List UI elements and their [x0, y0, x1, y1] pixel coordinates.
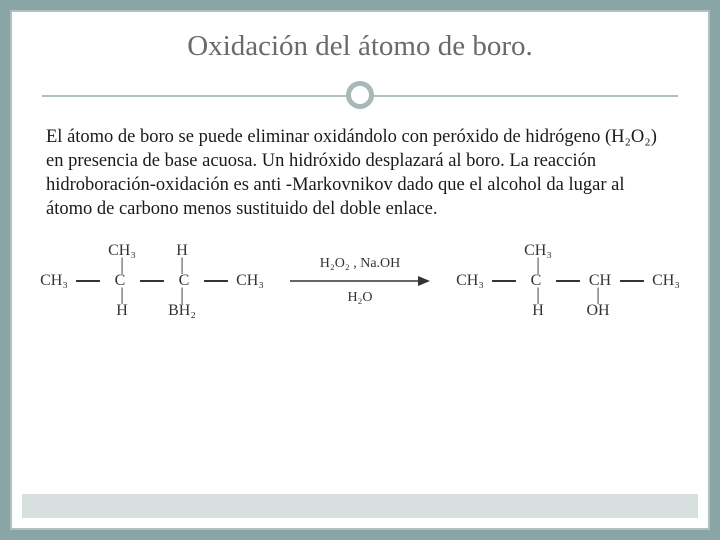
reactant-molecule: CH₃ H | | CH₃ C C CH₃ | [34, 243, 270, 319]
atom-label: CH₃ [34, 273, 74, 289]
bond [204, 280, 228, 282]
atom-label: CH₃ [450, 273, 490, 289]
bond [556, 280, 580, 282]
divider-circle-icon [346, 81, 374, 109]
reaction-scheme: CH₃ H | | CH₃ C C CH₃ | [42, 243, 678, 319]
reagent-top: H₂O₂ , Na.OH [320, 256, 401, 272]
atom-label: OH [580, 303, 616, 319]
atom-label: H [104, 303, 140, 319]
atom-label: C [166, 273, 202, 289]
atom-label: H [520, 303, 556, 319]
atom-label: CH₃ [646, 273, 686, 289]
bond [620, 280, 644, 282]
slide: Oxidación del átomo de boro. El átomo de… [10, 10, 710, 530]
reagent-bottom: H₂O [347, 290, 372, 306]
atom-label: CH₃ [230, 273, 270, 289]
reaction-arrow-block: H₂O₂ , Na.OH H₂O [290, 256, 430, 306]
bond [492, 280, 516, 282]
atom-label: CH [582, 273, 618, 289]
slide-title: Oxidación del átomo de boro. [42, 30, 678, 63]
divider [42, 81, 678, 109]
bond [76, 280, 100, 282]
footer-band [22, 494, 698, 518]
atom-label: BH₂ [164, 303, 200, 319]
bond [140, 280, 164, 282]
product-molecule: CH₃ | CH₃ C CH CH₃ | [450, 243, 686, 319]
arrow-icon [290, 274, 430, 288]
body-paragraph: El átomo de boro se puede eliminar oxidá… [42, 125, 678, 221]
